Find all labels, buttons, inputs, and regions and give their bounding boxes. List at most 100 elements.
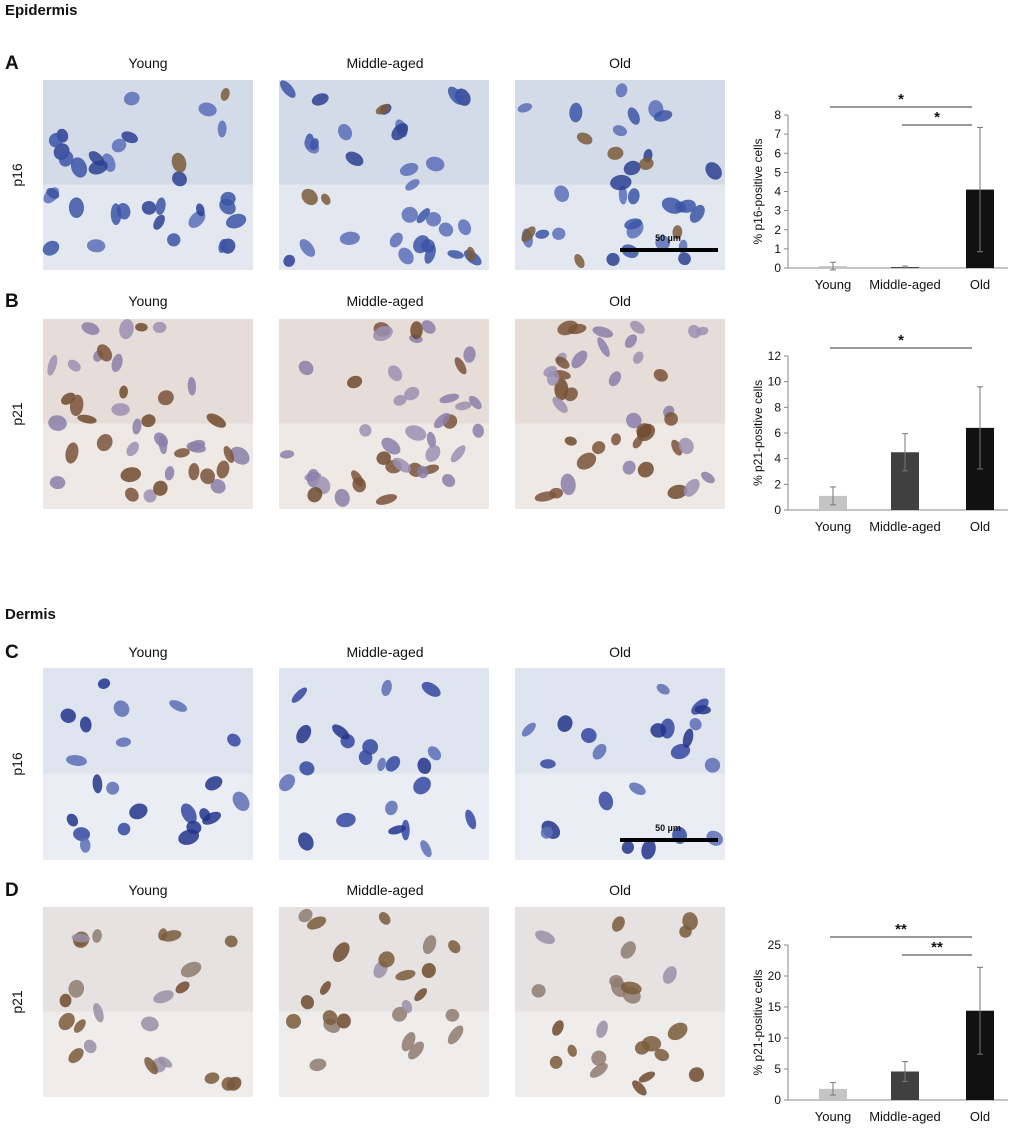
x-tick-label: Old [970,519,990,534]
nucleus [682,728,694,748]
y-tick-label: 1 [774,242,781,256]
nucleus [221,1077,236,1091]
nucleus [299,761,315,776]
nucleus [683,478,700,497]
nucleus [332,724,350,740]
nucleus [688,1067,705,1082]
y-tick-label: 8 [774,400,781,414]
y-axis-label: % p21-positive cells [751,380,765,486]
nucleus [187,376,197,396]
nucleus [654,1048,670,1062]
nucleus [662,966,677,984]
micrograph [279,80,489,270]
y-axis-label: % p21-positive cells [751,969,765,1075]
nucleus [417,465,429,479]
tissue-layer [515,1011,725,1097]
nucleus [442,473,456,488]
panel-letter: B [5,291,19,312]
nucleus [152,321,167,333]
x-tick-label: Middle-aged [869,277,941,292]
micrograph [279,907,489,1097]
nucleus [71,933,90,943]
nucleus [623,160,641,176]
nucleus [73,827,91,842]
nucleus [417,757,432,775]
nucleus [535,930,555,945]
y-tick-label: 0 [774,1093,781,1107]
nucleus [218,238,228,254]
nucleus [670,743,691,760]
nucleus [630,320,645,334]
nucleus [113,700,130,717]
nucleus [58,150,74,167]
nucleus [111,403,130,416]
nucleus [175,981,190,994]
nucleus [549,487,563,499]
nucleus [49,476,66,490]
x-tick-label: Young [815,1109,851,1124]
micrograph [42,80,253,270]
significance-label: * [898,91,904,108]
tissue-layer [515,773,725,860]
nucleus [96,344,113,362]
nucleus [198,102,217,117]
significance-label: * [898,332,904,349]
nucleus [450,445,466,463]
nucleus [688,324,701,339]
y-tick-label: 5 [774,1062,781,1076]
nucleus [135,322,148,332]
nucleus [608,371,622,387]
nucleus [125,487,139,502]
nucleus [655,235,671,251]
nucleus [88,160,108,175]
nucleus [620,981,642,995]
nucleus [410,321,423,340]
micrograph [515,319,725,509]
y-tick-label: 4 [774,452,781,466]
nucleus [563,387,578,402]
y-tick-label: 0 [774,261,781,275]
nucleus [158,928,168,941]
nucleus [634,1040,650,1055]
nucleus [569,102,583,123]
micrograph [279,319,489,509]
nucleus [554,185,570,202]
micrograph [43,668,253,860]
y-tick-label: 15 [768,1000,782,1014]
nucleus [73,1019,86,1033]
nucleus [592,743,607,760]
nucleus [560,473,576,496]
nucleus [606,252,620,266]
nucleus [454,357,467,375]
x-tick-label: Middle-aged [869,519,941,534]
nucleus [298,832,314,851]
y-tick-label: 4 [774,185,781,199]
tissue-layer [279,773,489,860]
nucleus [153,990,174,1004]
nucleus [610,174,632,191]
nucleus [132,418,142,435]
nucleus [42,240,60,256]
nucleus [120,467,142,483]
nucleus [650,723,667,738]
nucleus [337,123,353,141]
nucleus [612,125,627,137]
nucleus [567,1044,577,1057]
panel-letter: D [5,880,19,901]
nucleus [157,390,174,406]
nucleus [200,468,215,485]
nucleus [300,995,315,1010]
nucleus [377,757,386,772]
nucleus [69,394,84,417]
nucleus [667,1022,688,1041]
micrograph [279,668,489,860]
nucleus [188,462,200,481]
nucleus [299,239,316,257]
nucleus [427,746,442,761]
y-tick-label: 6 [774,146,781,160]
nucleus [83,1039,97,1054]
nucleus [531,984,546,998]
nucleus [540,759,556,769]
nucleus [66,755,87,766]
nucleus [622,460,636,475]
